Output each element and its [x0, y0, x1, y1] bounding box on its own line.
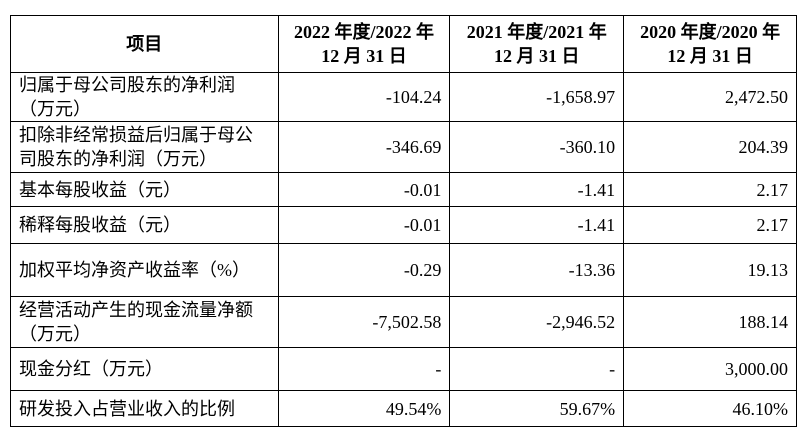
cell-value: 49.54%: [277, 390, 451, 427]
cell-value: -346.69: [277, 121, 451, 173]
cell-value: 46.10%: [623, 390, 797, 427]
cell-value: -1,658.97: [449, 72, 625, 122]
cell-value: -: [449, 347, 625, 391]
header-cell: 2021 年度/2021 年 12 月 31 日: [449, 15, 625, 73]
header-text: 项目: [126, 34, 163, 54]
header-cell: 2020 年度/2020 年 12 月 31 日: [623, 15, 797, 73]
cell-value: 19.13: [623, 243, 797, 297]
cell-value: -0.01: [277, 206, 451, 244]
cell-value: -104.24: [277, 72, 451, 122]
table-row: 归属于母公司股东的净利润（万元） -104.24 -1,658.97 2,472.50: [10, 72, 797, 122]
cell-value: -360.10: [449, 121, 625, 173]
cell-value: 188.14: [623, 296, 797, 348]
table-row: 研发投入占营业收入的比例 49.54% 59.67% 46.10%: [10, 390, 797, 427]
header-text: 12 月 31 日: [494, 46, 580, 66]
row-label: 经营活动产生的现金流量净额（万元）: [10, 296, 279, 348]
cell-value: -7,502.58: [277, 296, 451, 348]
cell-value: -1.41: [449, 172, 625, 207]
row-label: 基本每股收益（元）: [10, 172, 279, 207]
cell-value: 59.67%: [449, 390, 625, 427]
header-text: 12 月 31 日: [321, 46, 407, 66]
cell-value: -2,946.52: [449, 296, 625, 348]
cell-value: -0.01: [277, 172, 451, 207]
cell-value: -13.36: [449, 243, 625, 297]
row-label: 加权平均净资产收益率（%）: [10, 243, 279, 297]
row-label: 扣除非经常损益后归属于母公司股东的净利润（万元）: [10, 121, 279, 173]
table-row: 现金分红（万元） - -3,000.00: [10, 347, 797, 391]
header-text: 2020 年度/2020 年: [640, 22, 781, 42]
header-row: 项目 2022 年度/2022 年 12 月 31 日 2021 年度/2021 年 1…: [10, 15, 797, 73]
table-row: 经营活动产生的现金流量净额（万元） -7,502.58 -2,946.52 188.1…: [10, 296, 797, 348]
cell-value: 3,000.00: [623, 347, 797, 391]
header-text: 2022 年度/2022 年: [293, 22, 434, 42]
row-label: 现金分红（万元）: [10, 347, 279, 391]
cell-value: 2.17: [623, 206, 797, 244]
cell-value: 2.17: [623, 172, 797, 207]
header-text: 12 月 31 日: [667, 46, 753, 66]
cell-value: 204.39: [623, 121, 797, 173]
cell-value: -: [277, 347, 451, 391]
cell-value: -0.29: [277, 243, 451, 297]
header-cell: 项目: [10, 15, 279, 73]
table-row: 稀释每股收益（元） -0.01 -1.41 2.17: [10, 206, 797, 244]
table-row: 基本每股收益（元） -0.01 -1.41 2.17: [10, 172, 797, 207]
row-label: 研发投入占营业收入的比例: [10, 390, 279, 427]
table-row: 扣除非经常损益后归属于母公司股东的净利润（万元） -346.69 -360.10 20…: [10, 121, 797, 173]
table-body: 归属于母公司股东的净利润（万元） -104.24 -1,658.97 2,472.50…: [10, 72, 797, 427]
financial-table: 项目 2022 年度/2022 年 12 月 31 日 2021 年度/2021 年 1…: [10, 15, 797, 427]
cell-value: -1.41: [449, 206, 625, 244]
row-label: 归属于母公司股东的净利润（万元）: [10, 72, 279, 122]
cell-value: 2,472.50: [623, 72, 797, 122]
header-cell: 2022 年度/2022 年 12 月 31 日: [277, 15, 451, 73]
header-text: 2021 年度/2021 年: [466, 22, 607, 42]
row-label: 稀释每股收益（元）: [10, 206, 279, 244]
table-row: 加权平均净资产收益率（%） -0.29 -13.36 19.13: [10, 243, 797, 297]
